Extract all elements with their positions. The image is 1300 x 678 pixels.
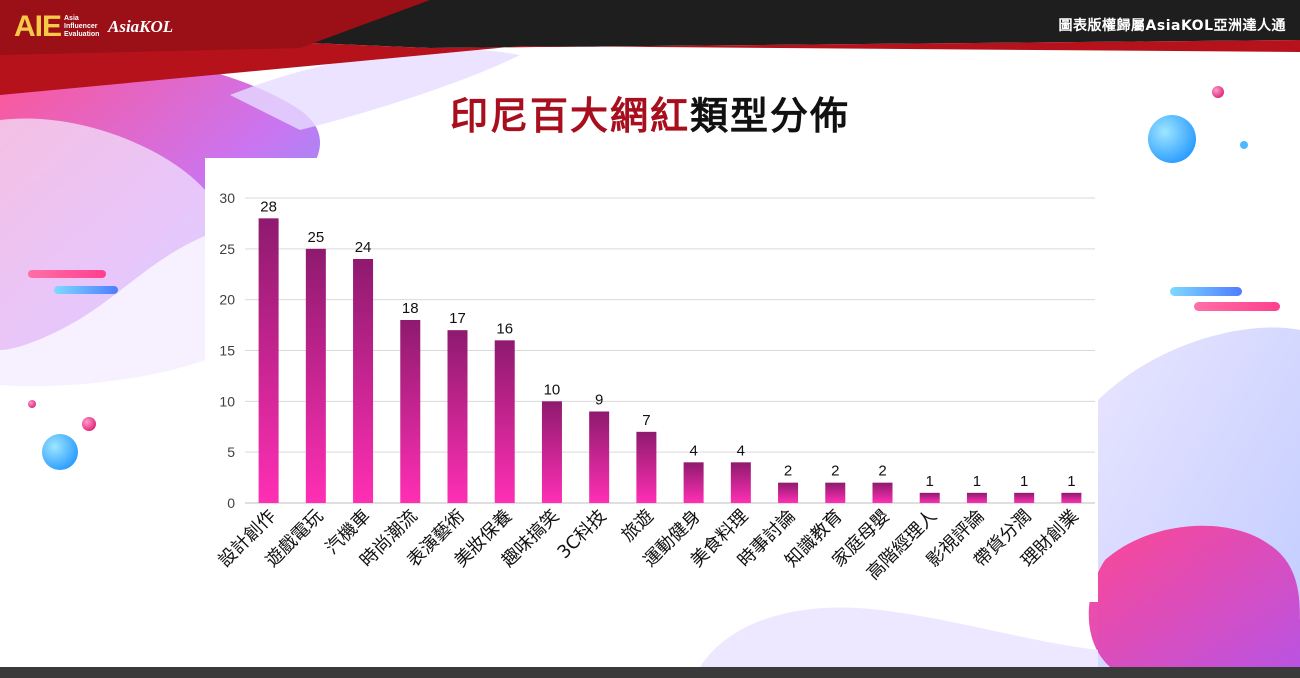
data-label: 2 [878,463,886,480]
bar [683,462,704,503]
y-tick-label: 0 [227,495,235,511]
aie-subtitle-line: Evaluation [64,31,100,38]
dot-pink-small [28,400,36,408]
bar [447,330,468,503]
bar [966,492,987,503]
top-band-red [0,30,1300,95]
data-label: 2 [784,463,792,480]
stripe-blue-left [54,286,118,294]
data-label: 24 [355,239,372,256]
x-tick-label: 3C科技 [553,506,610,563]
data-label: 28 [260,198,277,215]
bar [541,401,562,503]
title-rest: 類型分佈 [690,93,851,138]
data-label: 25 [307,229,324,246]
y-tick-label: 25 [219,241,235,257]
copyright-notice: 圖表版權歸屬AsiaKOL亞洲達人通 [1058,18,1286,34]
bar [589,411,610,503]
data-label: 9 [595,392,603,409]
y-tick-label: 5 [227,444,235,460]
bottom-blob-light [700,607,1098,667]
x-tick-label: 旅遊 [618,506,658,546]
y-tick-label: 15 [219,343,235,359]
aie-logo-subtitle: Asia Influencer Evaluation [64,15,99,39]
dot-blue-right [1240,141,1248,149]
data-label: 7 [642,412,650,429]
bar [730,462,751,503]
bar [353,259,374,503]
data-label: 4 [689,442,697,459]
top-band-red-dark [0,0,430,55]
bar [400,320,421,503]
ball-blue-right [1148,115,1196,163]
data-label: 18 [402,300,419,317]
title-highlight: 印尼百大網紅 [449,93,690,138]
data-label: 4 [737,442,745,459]
bar [636,431,657,503]
left-blob-light [0,118,205,387]
y-tick-label: 10 [219,393,235,409]
data-label: 16 [496,320,513,337]
bar [258,218,279,504]
bar [1061,492,1082,503]
data-label: 10 [544,381,561,398]
stripe-pink-left [28,270,106,278]
stripe-blue-right [1170,287,1242,296]
data-label: 2 [831,463,839,480]
bar [778,482,799,503]
bar-chart: 05101520253028設計創作25遊戲電玩24汽機車18時尚潮流17表演藝… [214,190,1095,584]
bottom-bar [0,667,1300,678]
data-label: 1 [1067,473,1075,490]
y-tick-label: 20 [219,292,235,308]
bar [494,340,515,503]
data-label: 1 [1020,473,1028,490]
chart-panel: 0 5 10 15 20 25 30 28 設計創作 25 遊戲電玩 24 汽機車 18 時尚潮流 17 表演藝… [205,158,1098,602]
asiakol-logo: AsiaKOL [108,17,174,36]
stripe-pink-right [1194,302,1280,311]
bar [1014,492,1035,503]
page-title: 印尼百大網紅類型分佈 [0,85,1300,140]
bar [872,482,893,503]
y-tick-label: 30 [219,190,235,206]
bar [825,482,846,503]
data-label: 17 [449,310,466,327]
data-label: 1 [973,473,981,490]
bar [919,492,940,503]
dot-pink-right [1212,86,1224,98]
bottom-right-pink [1088,525,1300,667]
data-label: 1 [926,473,934,490]
bar [305,248,326,503]
top-swoosh [230,49,520,130]
aie-logo: AIE [14,10,62,43]
aie-subtitle-line: Influencer [64,23,98,30]
dot-pink-left [82,417,96,431]
aie-subtitle-line: Asia [64,15,79,22]
ball-blue-left [42,434,78,470]
